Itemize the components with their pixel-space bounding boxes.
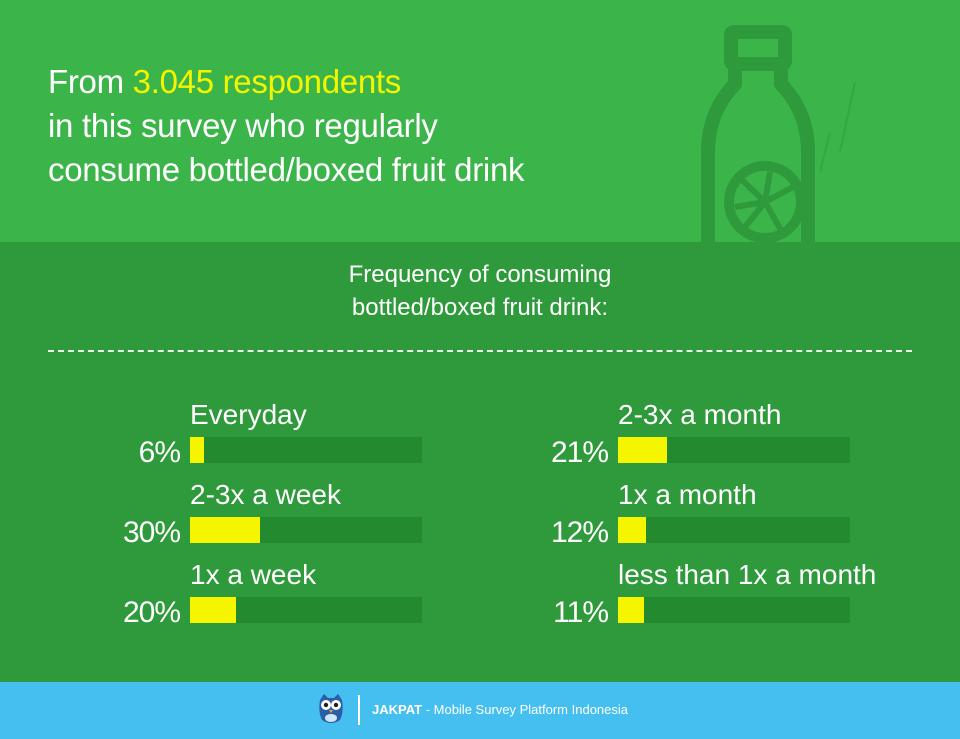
bar-fill (190, 437, 204, 463)
bar-item: 1x a week 20% (100, 560, 500, 630)
bottle-icon (701, 25, 856, 242)
bar-item: 2-3x a month 21% (530, 400, 930, 470)
header-section: From 3.045 respondents in this survey wh… (0, 0, 960, 242)
bar-item: less than 1x a month 11% (530, 560, 930, 630)
subtitle-line-1: Frequency of consuming (348, 261, 612, 288)
bar-track (190, 517, 422, 543)
value-label: 20% (122, 596, 181, 629)
bar-fill (618, 517, 646, 543)
category-label: Everyday (190, 399, 307, 430)
headline: From 3.045 respondents in this survey wh… (48, 60, 525, 192)
bar-fill (618, 597, 644, 623)
category-label: less than 1x a month (618, 559, 877, 590)
bar-item: Everyday 6% (100, 400, 500, 470)
bar-track (618, 597, 850, 623)
category-label: 2-3x a month (618, 399, 782, 430)
dashed-divider (48, 350, 912, 352)
subtitle-line-2: bottled/boxed fruit drink: (351, 294, 609, 321)
value-label: 21% (550, 436, 609, 469)
brand-separator (358, 695, 360, 725)
bar-fill (190, 597, 236, 623)
footer (0, 682, 960, 739)
bar-item: 2-3x a week 30% (100, 480, 500, 550)
value-label: 12% (550, 516, 609, 549)
brand-name: JAKPAT (372, 702, 423, 717)
value-label: 6% (138, 436, 181, 469)
brand-text: JAKPAT - Mobile Survey Platform Indonesi… (372, 702, 628, 718)
bar-fill (190, 517, 260, 543)
value-label: 11% (553, 596, 609, 629)
bar-fill (618, 437, 667, 463)
headline-line-3: consume bottled/boxed fruit drink (48, 151, 525, 188)
bar-track (618, 517, 850, 543)
bar-track (618, 437, 850, 463)
chart-subtitle: Frequency of consuming bottled/boxed fru… (0, 258, 960, 324)
bar-track (190, 437, 422, 463)
bar-item: 1x a month 12% (530, 480, 930, 550)
brand-tagline: - Mobile Survey Platform Indonesia (422, 702, 629, 717)
headline-prefix: From (48, 63, 133, 100)
category-label: 1x a month (618, 479, 757, 510)
category-label: 1x a week (190, 559, 317, 590)
bar-track (190, 597, 422, 623)
category-label: 2-3x a week (190, 479, 341, 510)
owl-logo-icon (319, 694, 343, 723)
value-label: 30% (122, 516, 181, 549)
headline-line-2: in this survey who regularly (48, 107, 438, 144)
respondent-count: 3.045 respondents (132, 63, 402, 100)
